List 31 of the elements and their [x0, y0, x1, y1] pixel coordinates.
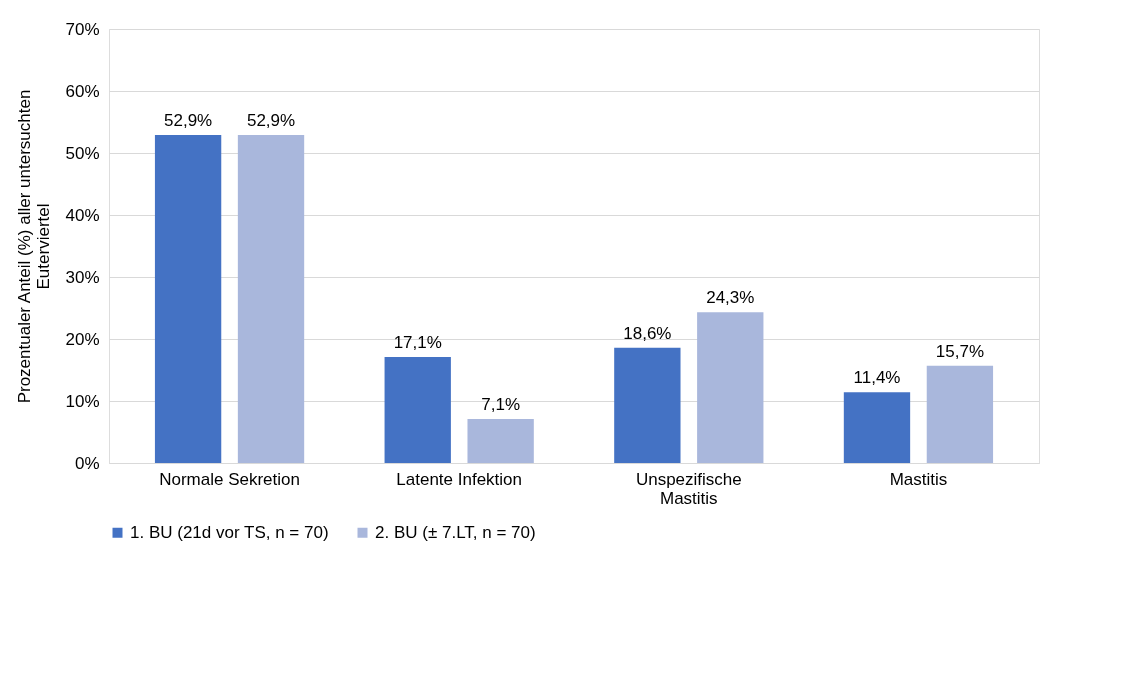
y-axis-title: Prozentualer Anteil (%) aller untersuchten Euterviertel [15, 89, 54, 404]
bar [384, 356, 451, 463]
legend-label: 2. BU (± 7.LT, n = 70) [375, 522, 536, 542]
data-label: 18,6% [623, 323, 672, 343]
y-tick-label: 30% [65, 267, 100, 287]
data-label: 52,9% [163, 111, 213, 131]
y-tick-label: 20% [65, 329, 100, 349]
bar [697, 312, 764, 463]
bar [154, 135, 222, 463]
x-tick-label: Latente Infektion [396, 469, 523, 489]
data-label: 7,1% [481, 394, 521, 414]
y-tick-label: 60% [65, 81, 100, 101]
bar [237, 135, 305, 463]
data-label: 15,7% [935, 341, 985, 361]
y-tick-label: 50% [65, 143, 100, 163]
data-label: 11,4% [853, 368, 901, 388]
data-label: 17,1% [393, 332, 442, 352]
bar [467, 418, 534, 463]
x-tick-label: Mastitis [889, 469, 948, 489]
x-tick-label: Normale Sekretion [159, 469, 300, 489]
y-tick-label: 0% [74, 453, 100, 473]
bar [843, 392, 911, 463]
y-tick-label: 70% [65, 19, 100, 39]
legend-label: 1. BU (21d vor TS, n = 70) [130, 522, 329, 542]
data-label: 24,3% [706, 288, 755, 308]
data-label: 52,9% [246, 111, 296, 131]
bar [614, 347, 681, 463]
y-tick-label: 10% [65, 391, 100, 411]
bar [926, 365, 994, 463]
x-tick-label: Unspezifische Mastitis [635, 469, 742, 508]
y-tick-label: 40% [65, 205, 100, 225]
